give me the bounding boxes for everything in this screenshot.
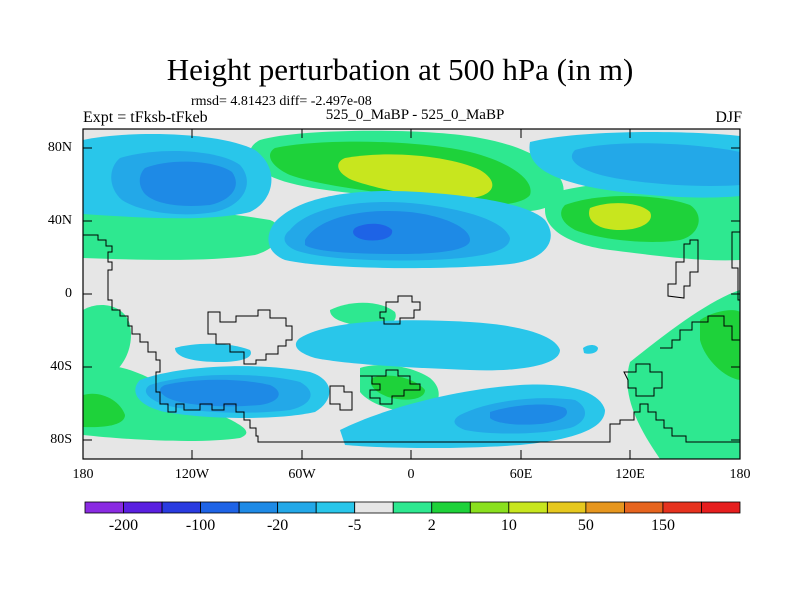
colorbar-box — [315, 501, 356, 514]
contour-band-light-green — [330, 302, 396, 327]
lat-tick-label: 40N — [47, 213, 72, 228]
plot-title: Height perturbation at 500 hPa (in m) — [166, 52, 634, 87]
contour-band-light-green — [83, 305, 131, 380]
colorbar-label: -20 — [266, 517, 289, 534]
colorbar-box — [585, 501, 625, 514]
contour-band-light-green — [83, 208, 281, 260]
contour-band-green — [370, 375, 425, 400]
continent-outlines — [83, 231, 740, 443]
lat-tick-label: 80S — [50, 432, 72, 447]
colorbar-label: 10 — [500, 517, 517, 534]
colorbar-box — [469, 501, 510, 514]
colorbar — [84, 501, 741, 514]
colorbar-box — [701, 501, 741, 514]
contour-band-cyan — [583, 345, 598, 354]
coastline-antarctica-east — [340, 403, 740, 443]
colorbar-label: 150 — [650, 517, 675, 534]
colorbar-box — [431, 501, 471, 514]
colorbar-box — [161, 501, 201, 514]
colorbar-label: -5 — [348, 517, 362, 534]
colorbar-box — [392, 501, 433, 514]
colorbar-box — [238, 501, 279, 514]
coastline-asia-east — [667, 231, 740, 301]
lat-tick-label: 40S — [50, 359, 72, 374]
lat-tick-label: 0 — [65, 286, 72, 301]
colorbar-box — [200, 501, 240, 514]
contour-band-cyan — [175, 343, 251, 362]
contour-band-blue-mid — [160, 379, 279, 407]
colorbar-box — [123, 501, 163, 514]
coastline-australia — [623, 363, 663, 397]
lon-tick-label: 180 — [729, 467, 751, 482]
colorbar-box — [546, 501, 587, 514]
colorbar-box — [277, 501, 317, 514]
coastline-south-america — [207, 309, 293, 365]
contour-band-yellow-green — [589, 203, 651, 230]
contour-band-cyan — [295, 320, 560, 371]
contour-band-green — [700, 310, 740, 380]
season-label: DJF — [715, 109, 742, 126]
colorbar-label: -200 — [108, 517, 139, 534]
contour-band-blue-dark — [353, 223, 393, 241]
lon-tick-label: 60W — [288, 467, 316, 482]
coastline-africa — [379, 295, 421, 325]
coastline-americas — [83, 234, 340, 443]
colorbar-label: 2 — [427, 517, 436, 534]
contour-band-yellow-green — [338, 154, 493, 199]
colorbar-label: -100 — [185, 517, 216, 534]
lon-tick-label: 60E — [509, 467, 533, 482]
contour-band-green — [83, 393, 125, 428]
colorbar-box — [84, 501, 124, 514]
lon-tick-label: 120W — [174, 467, 210, 482]
stats-text: rmsd= 4.81423 diff= -2.497e-08 — [191, 94, 372, 109]
contour-band-blue-light — [571, 143, 740, 186]
colorbar-label: 50 — [577, 517, 594, 534]
colorbar-box — [662, 501, 702, 514]
colorbar-box — [354, 501, 394, 514]
period-label: 525_0_MaBP - 525_0_MaBP — [325, 107, 505, 123]
lon-tick-label: 120E — [615, 467, 645, 482]
contour-band-blue-mid — [139, 161, 236, 206]
contour-band-blue-dark — [370, 233, 380, 236]
colorbar-box — [508, 501, 548, 514]
lon-tick-label: 180 — [72, 467, 94, 482]
coastline-africa-south — [329, 369, 421, 411]
axis-ticks — [83, 129, 740, 459]
colorbar-box — [624, 501, 664, 514]
experiment-label: Expt = tFksb-tFkeb — [83, 109, 208, 126]
contour-field — [83, 129, 740, 459]
lat-tick-label: 80N — [47, 140, 72, 155]
contour-band-blue-mid — [490, 404, 568, 425]
coastline-maritime — [660, 315, 740, 349]
lon-tick-label: 0 — [407, 467, 415, 482]
